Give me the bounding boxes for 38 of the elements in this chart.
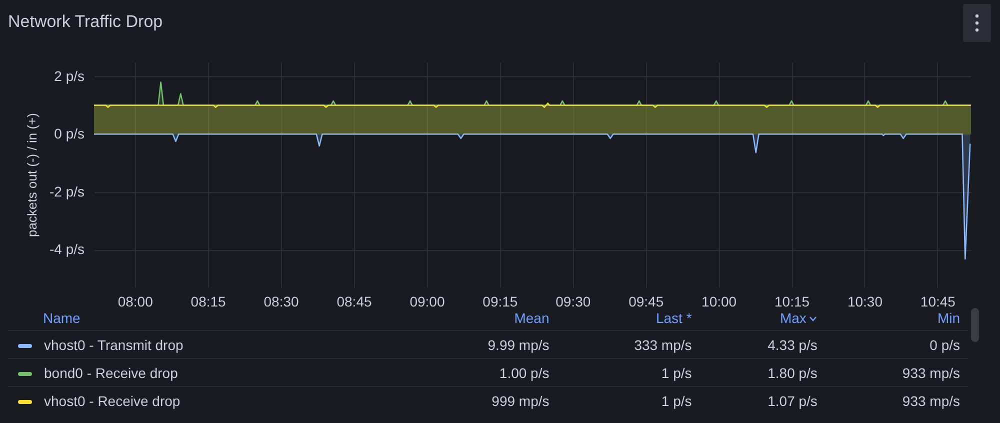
y-tick-label: 0 p/s	[54, 126, 84, 142]
text: 1 p/s	[557, 358, 700, 386]
text: 9.99 mp/s	[406, 330, 558, 358]
x-tick-label: 08:45	[336, 294, 372, 310]
text: Last *	[656, 310, 692, 326]
x-tick-label: 09:30	[556, 294, 591, 310]
legend-label: vhost0 - Transmit drop	[8, 330, 406, 358]
text: 933 mp/s	[825, 386, 968, 414]
x-tick-label: 09:15	[482, 294, 518, 310]
x-tick-label: 10:30	[847, 294, 883, 310]
y-tick-label: -4 p/s	[49, 241, 84, 257]
x-tick-label: 09:00	[410, 294, 445, 310]
text: 1 p/s	[557, 386, 700, 414]
chart-title: Network Traffic Drop	[8, 12, 163, 32]
text: Name	[43, 310, 80, 326]
text: 1.80 p/s	[700, 358, 826, 386]
x-tick-label: 08:30	[264, 294, 300, 310]
text: Mean	[514, 310, 550, 326]
y-tick-label: -2 p/s	[49, 183, 84, 200]
x-tick-label: 10:45	[920, 294, 956, 310]
text: 1.07 p/s	[700, 386, 826, 414]
text: 999 mp/s	[406, 386, 558, 414]
x-tick-label: 09:45	[628, 294, 664, 310]
x-tick-label: 10:15	[774, 294, 810, 310]
legend-label: vhost0 - Receive drop	[8, 386, 406, 414]
text: 4.33 p/s	[700, 330, 826, 358]
text: 933 mp/s	[825, 358, 968, 386]
text: Min	[937, 310, 960, 326]
x-tick-label: 08:15	[190, 294, 226, 310]
y-axis-title: packets out (-) / in (+)	[24, 113, 40, 237]
text: Max	[780, 310, 806, 326]
text: 0 p/s	[825, 330, 968, 358]
text: 1.00 p/s	[406, 358, 558, 386]
y-tick-label: 2 p/s	[54, 68, 84, 84]
text: 333 mp/s	[557, 330, 700, 358]
legend-label: bond0 - Receive drop	[8, 358, 406, 386]
x-tick-label: 10:00	[702, 294, 737, 310]
x-tick-label: 08:00	[118, 294, 154, 310]
